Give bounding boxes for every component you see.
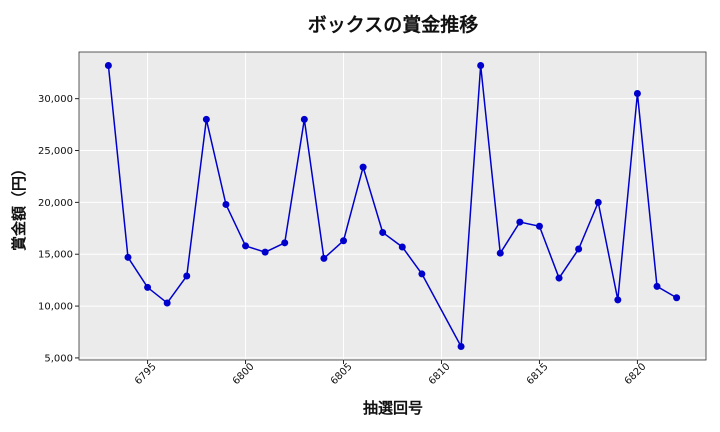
data-point [242, 242, 250, 250]
data-point [398, 243, 406, 251]
data-point [124, 253, 132, 261]
data-point [202, 115, 210, 123]
data-point [222, 200, 230, 208]
y-axis-label: 賞金額（円） [10, 161, 28, 251]
data-point [477, 61, 485, 69]
data-point [320, 254, 328, 262]
data-point [457, 343, 465, 351]
y-tick-label: 25,000 [38, 146, 73, 157]
data-point [281, 239, 289, 247]
data-point [575, 245, 583, 253]
data-point [653, 282, 661, 290]
data-point [516, 218, 524, 226]
y-tick-label: 20,000 [38, 198, 73, 209]
data-point [555, 274, 563, 282]
y-tick-label: 10,000 [38, 302, 73, 313]
plot-area [79, 52, 706, 360]
series-group [104, 61, 681, 351]
data-point [535, 222, 543, 230]
data-point [379, 228, 387, 236]
data-point [300, 115, 308, 123]
chart-title: ボックスの賞金推移 [308, 13, 478, 36]
data-point [496, 249, 504, 257]
data-point [261, 248, 269, 256]
x-tick-label: 6820 [623, 361, 649, 387]
data-point [144, 283, 152, 291]
x-tick-label: 6800 [231, 361, 257, 387]
data-point [104, 61, 112, 69]
plot-frame [78, 51, 707, 361]
x-tick-label: 6795 [133, 361, 159, 387]
x-tick-label: 6815 [525, 361, 551, 387]
data-point [359, 163, 367, 171]
data-point [183, 272, 191, 280]
data-point [418, 270, 426, 278]
y-tick-label: 30,000 [38, 94, 73, 105]
data-point [614, 296, 622, 304]
y-tick-label: 15,000 [38, 250, 73, 261]
data-point [340, 237, 348, 245]
data-point [673, 294, 681, 302]
data-point [163, 299, 171, 307]
data-point [594, 198, 602, 206]
y-tick-label: 5,000 [44, 353, 73, 364]
data-point [633, 89, 641, 97]
x-tick-label: 6805 [329, 361, 355, 387]
x-axis-label: 抽選回号 [363, 399, 423, 417]
x-tick-label: 6810 [427, 361, 453, 387]
